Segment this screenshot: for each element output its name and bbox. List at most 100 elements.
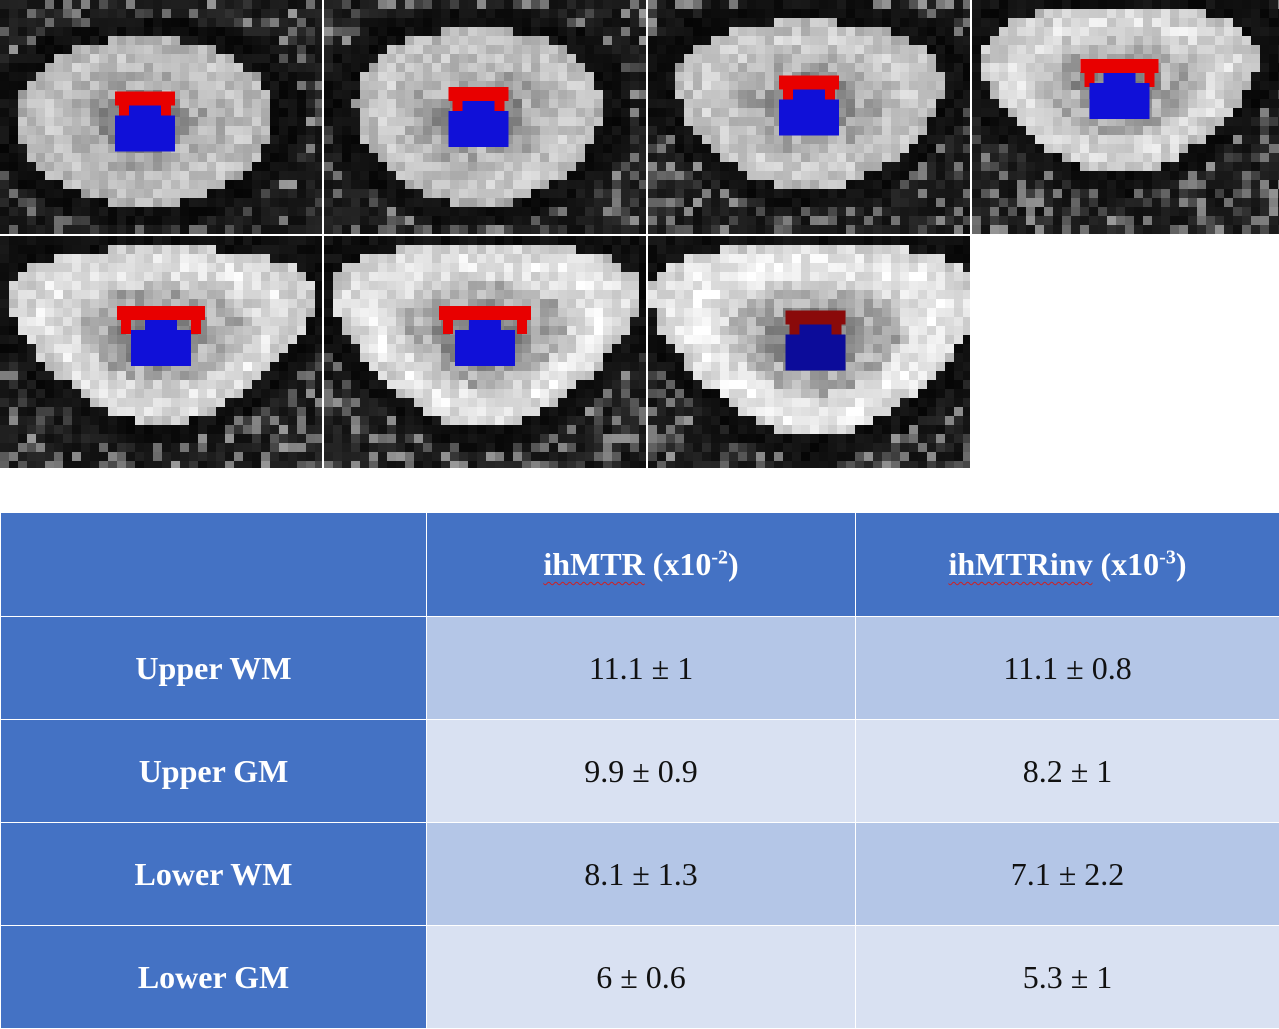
mri-voxel — [1170, 63, 1180, 73]
mri-voxel — [81, 281, 91, 291]
mri-voxel — [1107, 18, 1117, 28]
mri-voxel — [81, 290, 91, 300]
lower-roi-mask — [131, 329, 191, 366]
mri-voxel — [153, 81, 163, 91]
mri-voxel — [27, 317, 37, 327]
mri-slice-image — [324, 236, 646, 468]
mri-voxel — [693, 117, 703, 127]
mri-voxel — [9, 18, 19, 28]
mri-voxel — [387, 153, 397, 163]
mri-voxel — [558, 207, 568, 217]
mri-voxel — [567, 245, 577, 255]
mri-voxel — [351, 45, 361, 55]
mri-voxel — [9, 198, 19, 208]
mri-voxel — [270, 27, 280, 37]
mri-voxel — [270, 108, 280, 118]
mri-voxel — [999, 144, 1009, 154]
mri-voxel — [243, 207, 253, 217]
mri-voxel — [1134, 72, 1144, 82]
mri-voxel — [468, 9, 478, 19]
mri-voxel — [1161, 144, 1171, 154]
mri-voxel — [1152, 225, 1162, 234]
mri-voxel — [252, 180, 262, 190]
mri-voxel — [225, 198, 235, 208]
mri-voxel — [351, 72, 361, 82]
mri-voxel — [882, 189, 892, 199]
mri-voxel — [1206, 72, 1216, 82]
mri-voxel — [234, 317, 244, 327]
mri-voxel — [270, 299, 280, 309]
mri-voxel — [936, 63, 946, 73]
mri-voxel — [1215, 180, 1225, 190]
mri-voxel — [873, 117, 883, 127]
mri-voxel — [234, 299, 244, 309]
mri-voxel — [324, 236, 334, 246]
mri-voxel — [0, 452, 10, 462]
mri-voxel — [234, 425, 244, 435]
mri-voxel — [1026, 45, 1036, 55]
mri-voxel — [0, 371, 10, 381]
mri-voxel — [396, 144, 406, 154]
mri-voxel — [81, 99, 91, 109]
mri-voxel — [189, 36, 199, 46]
mri-voxel — [369, 207, 379, 217]
mri-voxel — [1170, 162, 1180, 172]
mri-voxel — [90, 281, 100, 291]
mri-voxel — [18, 180, 28, 190]
mri-voxel — [630, 254, 640, 264]
mri-voxel — [9, 290, 19, 300]
mri-voxel — [1080, 108, 1090, 118]
mri-voxel — [882, 9, 892, 19]
mri-voxel — [216, 90, 226, 100]
mri-voxel — [729, 63, 739, 73]
mri-voxel — [855, 54, 865, 64]
mri-voxel — [513, 153, 523, 163]
mri-voxel — [207, 380, 217, 390]
mri-voxel — [1071, 54, 1081, 64]
mri-voxel — [756, 72, 766, 82]
mri-voxel — [774, 81, 784, 91]
mri-voxel — [927, 99, 937, 109]
mri-voxel — [288, 308, 298, 318]
mri-voxel — [864, 72, 874, 82]
mri-voxel — [189, 117, 199, 127]
mri-voxel — [972, 45, 982, 55]
mri-voxel — [117, 198, 127, 208]
mri-voxel — [36, 452, 46, 462]
mri-voxel — [549, 162, 559, 172]
mri-voxel — [621, 27, 631, 37]
mri-voxel — [495, 27, 505, 37]
mri-voxel — [270, 335, 280, 345]
mri-voxel — [315, 281, 322, 291]
mri-voxel — [270, 326, 280, 336]
mri-voxel — [1179, 162, 1189, 172]
mri-voxel — [666, 216, 676, 226]
mri-voxel — [621, 117, 631, 127]
mri-voxel — [981, 27, 991, 37]
mri-voxel — [297, 407, 307, 417]
mri-voxel — [1071, 99, 1081, 109]
mri-voxel — [621, 18, 631, 28]
mri-voxel — [234, 18, 244, 28]
mri-voxel — [99, 443, 109, 453]
mri-voxel — [1251, 117, 1261, 127]
mri-voxel — [342, 36, 352, 46]
mri-voxel — [1224, 90, 1234, 100]
mri-voxel — [801, 36, 811, 46]
mri-voxel — [198, 45, 208, 55]
mri-voxel — [486, 72, 496, 82]
mri-voxel — [117, 27, 127, 37]
mri-voxel — [756, 45, 766, 55]
mri-voxel — [1170, 99, 1180, 109]
mri-voxel — [522, 281, 532, 291]
mri-voxel — [81, 45, 91, 55]
mri-voxel — [27, 99, 37, 109]
mri-voxel — [252, 434, 262, 444]
mri-voxel — [567, 162, 577, 172]
mri-voxel — [891, 45, 901, 55]
mri-voxel — [333, 225, 343, 234]
mri-voxel — [1044, 27, 1054, 37]
mri-voxel — [369, 63, 379, 73]
mri-voxel — [675, 9, 685, 19]
mri-voxel — [963, 225, 970, 234]
